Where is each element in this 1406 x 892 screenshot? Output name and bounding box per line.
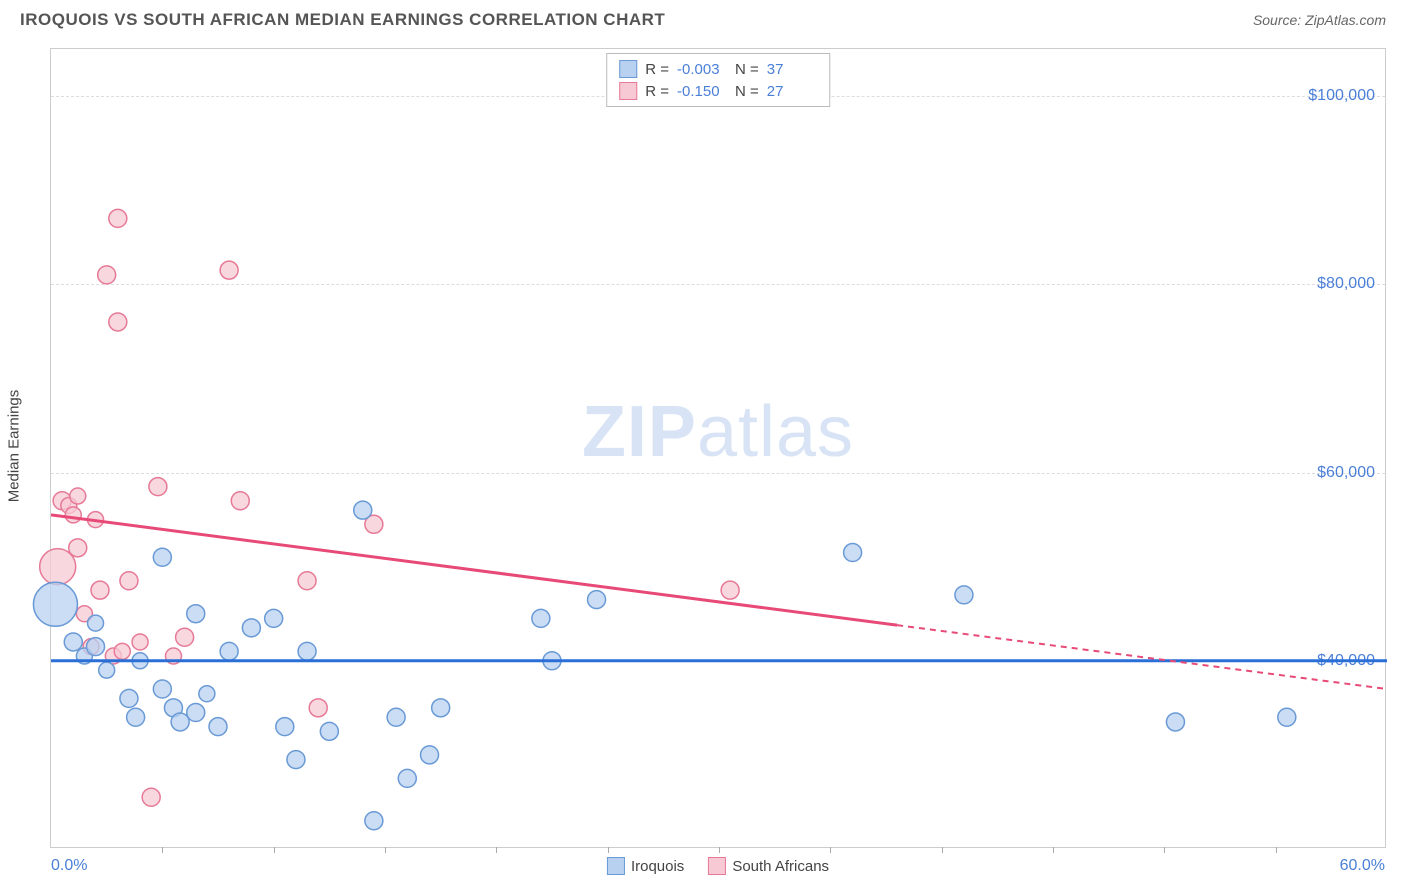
data-point bbox=[276, 718, 294, 736]
x-max-label: 60.0% bbox=[1340, 857, 1385, 875]
legend-item-southafricans: South Africans bbox=[708, 857, 829, 875]
southafricans-legend-label: South Africans bbox=[732, 858, 829, 875]
data-point bbox=[287, 751, 305, 769]
data-point bbox=[354, 501, 372, 519]
data-point bbox=[387, 708, 405, 726]
data-point bbox=[187, 605, 205, 623]
data-point bbox=[109, 209, 127, 227]
n-label: N = bbox=[735, 83, 759, 100]
stats-legend: R = -0.003 N = 37 R = -0.150 N = 27 bbox=[606, 53, 830, 107]
data-point bbox=[721, 581, 739, 599]
data-point bbox=[432, 699, 450, 717]
data-point bbox=[120, 572, 138, 590]
chart-title: IROQUOIS VS SOUTH AFRICAN MEDIAN EARNING… bbox=[20, 10, 665, 30]
data-point bbox=[114, 643, 130, 659]
data-point bbox=[153, 680, 171, 698]
data-point bbox=[199, 686, 215, 702]
stats-row-southafricans: R = -0.150 N = 27 bbox=[619, 80, 817, 102]
data-point bbox=[153, 548, 171, 566]
data-point bbox=[187, 704, 205, 722]
data-point bbox=[70, 488, 86, 504]
chart-container: ZIPatlas $40,000$60,000$80,000$100,000 R… bbox=[50, 48, 1386, 848]
data-point bbox=[265, 609, 283, 627]
data-point bbox=[242, 619, 260, 637]
data-point bbox=[588, 591, 606, 609]
data-point bbox=[421, 746, 439, 764]
data-point bbox=[91, 581, 109, 599]
iroquois-n-value: 37 bbox=[767, 61, 817, 78]
data-point bbox=[298, 572, 316, 590]
data-point bbox=[120, 689, 138, 707]
data-point bbox=[109, 313, 127, 331]
trend-line bbox=[51, 515, 897, 625]
data-point bbox=[398, 769, 416, 787]
scatter-plot bbox=[51, 49, 1385, 847]
legend-item-iroquois: Iroquois bbox=[607, 857, 684, 875]
data-point bbox=[844, 544, 862, 562]
southafricans-r-value: -0.150 bbox=[677, 83, 727, 100]
iroquois-legend-swatch bbox=[607, 857, 625, 875]
data-point bbox=[98, 266, 116, 284]
data-point bbox=[99, 662, 115, 678]
r-label: R = bbox=[645, 83, 669, 100]
data-point bbox=[1278, 708, 1296, 726]
data-point bbox=[220, 642, 238, 660]
data-point bbox=[365, 812, 383, 830]
data-point bbox=[1166, 713, 1184, 731]
trend-line-dashed bbox=[897, 625, 1387, 689]
data-point bbox=[65, 507, 81, 523]
data-point bbox=[171, 713, 189, 731]
data-point bbox=[298, 642, 316, 660]
data-point bbox=[33, 582, 77, 626]
data-point bbox=[88, 615, 104, 631]
southafricans-n-value: 27 bbox=[767, 83, 817, 100]
data-point bbox=[209, 718, 227, 736]
data-point bbox=[320, 722, 338, 740]
stats-row-iroquois: R = -0.003 N = 37 bbox=[619, 58, 817, 80]
n-label: N = bbox=[735, 61, 759, 78]
data-point bbox=[309, 699, 327, 717]
iroquois-r-value: -0.003 bbox=[677, 61, 727, 78]
x-min-label: 0.0% bbox=[51, 857, 87, 875]
data-point bbox=[149, 478, 167, 496]
iroquois-legend-label: Iroquois bbox=[631, 858, 684, 875]
y-axis-label: Median Earnings bbox=[6, 390, 23, 503]
data-point bbox=[132, 634, 148, 650]
data-point bbox=[127, 708, 145, 726]
data-point bbox=[176, 628, 194, 646]
data-point bbox=[64, 633, 82, 651]
bottom-legend: Iroquois South Africans bbox=[607, 857, 829, 875]
data-point bbox=[955, 586, 973, 604]
data-point bbox=[87, 638, 105, 656]
source-label: Source: ZipAtlas.com bbox=[1253, 12, 1386, 28]
data-point bbox=[231, 492, 249, 510]
data-point bbox=[220, 261, 238, 279]
r-label: R = bbox=[645, 61, 669, 78]
data-point bbox=[532, 609, 550, 627]
data-point bbox=[142, 788, 160, 806]
southafricans-swatch bbox=[619, 82, 637, 100]
southafricans-legend-swatch bbox=[708, 857, 726, 875]
iroquois-swatch bbox=[619, 60, 637, 78]
data-point bbox=[69, 539, 87, 557]
